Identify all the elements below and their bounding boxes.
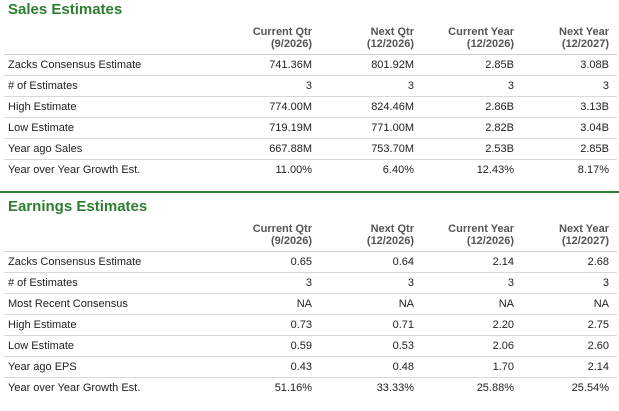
sales-header-current-qtr: Current Qtr (9/2026) bbox=[218, 22, 320, 55]
cell-value: 3 bbox=[522, 75, 617, 97]
sales-estimates-table: Current Qtr (9/2026) Next Qtr (12/2026) Cu… bbox=[4, 22, 617, 180]
earnings-estimates-title: Earnings Estimates bbox=[8, 198, 148, 215]
cell-value: 0.59 bbox=[218, 335, 320, 357]
row-label: High Estimate bbox=[4, 314, 218, 336]
row-label: Year over Year Growth Est. bbox=[8, 164, 141, 176]
table-row: Low Estimate 719.19M 771.00M 2.82B 3.04B bbox=[4, 117, 617, 139]
cell-value: 12.43% bbox=[476, 164, 514, 176]
cell-value: 33.33% bbox=[376, 382, 414, 394]
cell-value: 1.70 bbox=[422, 356, 522, 378]
earnings-header-next-qtr: Next Qtr (12/2026) bbox=[320, 219, 422, 252]
cell-value: 8.17% bbox=[577, 164, 609, 176]
row-label: Year ago EPS bbox=[4, 356, 218, 378]
row-label: # of Estimates bbox=[4, 75, 218, 97]
sales-header-next-qtr: Next Qtr (12/2026) bbox=[320, 22, 422, 55]
table-row: Zacks Consensus Estimate 741.36M 801.92M… bbox=[4, 54, 617, 76]
cell-value: 3 bbox=[422, 75, 522, 97]
earnings-header-row: Current Qtr (9/2026) Next Qtr (12/2026) Cu… bbox=[4, 219, 617, 252]
cell-value: 753.70M bbox=[320, 138, 422, 160]
table-row: Year over Year Growth Est. 11.00% 6.40% … bbox=[4, 160, 617, 181]
cell-value: NA bbox=[320, 293, 422, 315]
cell-value: 771.00M bbox=[320, 117, 422, 139]
cell-value: 11.00% bbox=[275, 164, 313, 176]
sales-header-row: Current Qtr (9/2026) Next Qtr (12/2026) Cu… bbox=[4, 22, 617, 55]
cell-value: 3.13B bbox=[522, 96, 617, 118]
sales-estimates-section: Sales Estimates Current Qtr (9/2026) Next… bbox=[0, 0, 619, 180]
cell-value: 51.16% bbox=[274, 382, 312, 394]
cell-value: 0.48 bbox=[320, 356, 422, 378]
sales-header-blank bbox=[4, 22, 218, 55]
cell-value: 2.14 bbox=[522, 356, 617, 378]
cell-value: 3.04B bbox=[522, 117, 617, 139]
cell-value: 2.14 bbox=[422, 251, 522, 273]
row-label: Low Estimate bbox=[4, 335, 218, 357]
table-row: Year ago EPS 0.43 0.48 1.70 2.14 bbox=[4, 356, 617, 378]
table-row: Zacks Consensus Estimate 0.65 0.64 2.14 … bbox=[4, 251, 617, 273]
cell-value: 0.53 bbox=[320, 335, 422, 357]
cell-value: 667.88M bbox=[218, 138, 320, 160]
table-row: Year over Year Growth Est. 51.16% 33.33%… bbox=[4, 378, 617, 399]
sales-header-current-year: Current Year (12/2026) bbox=[422, 22, 522, 55]
earnings-header-current-qtr: Current Qtr (9/2026) bbox=[218, 219, 320, 252]
table-row: Low Estimate 0.59 0.53 2.06 2.60 bbox=[4, 335, 617, 357]
cell-value: 2.53B bbox=[422, 138, 522, 160]
cell-value: 0.71 bbox=[320, 314, 422, 336]
row-label: Low Estimate bbox=[4, 117, 218, 139]
cell-value: 25.54% bbox=[571, 382, 609, 394]
section-divider bbox=[0, 191, 619, 193]
cell-value: 824.46M bbox=[320, 96, 422, 118]
row-label: Most Recent Consensus bbox=[4, 293, 218, 315]
row-label: # of Estimates bbox=[4, 272, 218, 294]
cell-value: 774.00M bbox=[218, 96, 320, 118]
cell-value: 2.68 bbox=[522, 251, 617, 273]
earnings-header-blank bbox=[4, 219, 218, 252]
cell-value: 6.40% bbox=[382, 164, 414, 176]
earnings-header-next-year: Next Year (12/2027) bbox=[522, 219, 617, 252]
cell-value: 3 bbox=[218, 272, 320, 294]
cell-value: 0.65 bbox=[218, 251, 320, 273]
row-label: Zacks Consensus Estimate bbox=[4, 251, 218, 273]
cell-value: 2.85B bbox=[522, 138, 617, 160]
sales-header-next-year: Next Year (12/2027) bbox=[522, 22, 617, 55]
row-label: Year over Year Growth Est. bbox=[8, 382, 141, 394]
table-row: # of Estimates 3 3 3 3 bbox=[4, 272, 617, 294]
cell-value: NA bbox=[522, 293, 617, 315]
table-row: Most Recent Consensus NA NA NA NA bbox=[4, 293, 617, 315]
cell-value: 3 bbox=[320, 272, 422, 294]
earnings-estimates-section: Earnings Estimates Current Qtr (9/2026) N… bbox=[0, 193, 619, 398]
cell-value: 3 bbox=[320, 75, 422, 97]
cell-value: 2.85B bbox=[422, 54, 522, 76]
cell-value: NA bbox=[218, 293, 320, 315]
cell-value: 25.88% bbox=[476, 382, 514, 394]
earnings-header-current-year: Current Year (12/2026) bbox=[422, 219, 522, 252]
cell-value: 719.19M bbox=[218, 117, 320, 139]
row-label: Zacks Consensus Estimate bbox=[4, 54, 218, 76]
table-row: High Estimate 774.00M 824.46M 2.86B 3.13… bbox=[4, 96, 617, 118]
table-row: Year ago Sales 667.88M 753.70M 2.53B 2.8… bbox=[4, 138, 617, 160]
cell-value: 3 bbox=[422, 272, 522, 294]
row-label: Year ago Sales bbox=[4, 138, 218, 160]
cell-value: 2.60 bbox=[522, 335, 617, 357]
cell-value: 2.20 bbox=[422, 314, 522, 336]
cell-value: 741.36M bbox=[218, 54, 320, 76]
cell-value: 0.64 bbox=[320, 251, 422, 273]
earnings-estimates-table: Current Qtr (9/2026) Next Qtr (12/2026) Cu… bbox=[4, 219, 617, 398]
table-row: High Estimate 0.73 0.71 2.20 2.75 bbox=[4, 314, 617, 336]
cell-value: 2.82B bbox=[422, 117, 522, 139]
cell-value: 3.08B bbox=[522, 54, 617, 76]
cell-value: NA bbox=[422, 293, 522, 315]
cell-value: 2.06 bbox=[422, 335, 522, 357]
sales-estimates-title: Sales Estimates bbox=[8, 1, 123, 18]
cell-value: 2.86B bbox=[422, 96, 522, 118]
row-label: High Estimate bbox=[4, 96, 218, 118]
table-row: # of Estimates 3 3 3 3 bbox=[4, 75, 617, 97]
cell-value: 801.92M bbox=[320, 54, 422, 76]
cell-value: 0.73 bbox=[218, 314, 320, 336]
cell-value: 3 bbox=[218, 75, 320, 97]
cell-value: 0.43 bbox=[218, 356, 320, 378]
cell-value: 3 bbox=[522, 272, 617, 294]
cell-value: 2.75 bbox=[522, 314, 617, 336]
